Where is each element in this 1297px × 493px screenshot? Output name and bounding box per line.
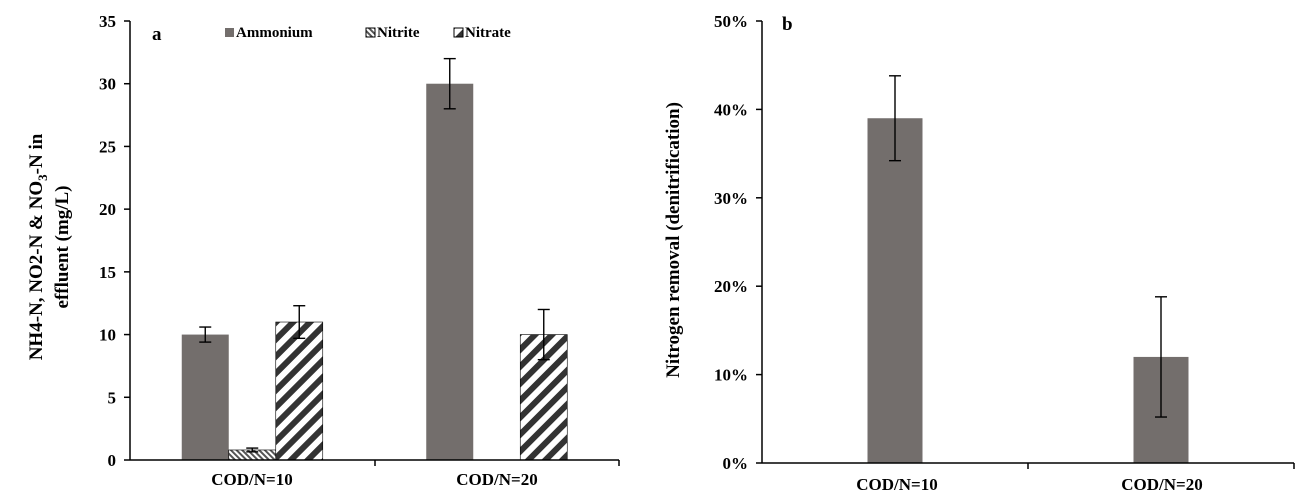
panel-a-bars — [181, 83, 568, 461]
panel-a-legend: Ammonium Nitrite Nitrate — [225, 25, 511, 41]
panel-b-y-tick-label: 30% — [714, 189, 748, 208]
panel-a-y-tick-label: 5 — [108, 388, 117, 407]
panel-b-error-bars — [889, 75, 1167, 418]
panel-b-y-tick-label: 0% — [723, 454, 749, 473]
panel-a-category-label-2: COD/N=20 — [456, 470, 537, 489]
panel-b: b Nitrogen removal (denitrification) 0% 1… — [663, 12, 1295, 493]
panel-a-y-axis-title: NH4-N, NO2-N & NO3-N in — [26, 133, 50, 360]
bar-ammonium-1 — [181, 334, 229, 460]
panel-b-category-label-2: COD/N=20 — [1121, 475, 1202, 493]
panel-b-y-tick-label: 10% — [714, 366, 748, 385]
error-bar-ammonium-1 — [199, 326, 212, 343]
panel-b-bars — [867, 118, 1189, 464]
panel-a-letter: a — [152, 24, 162, 45]
bar-ammonium-2 — [426, 83, 474, 460]
panel-a-y-tick-label: 35 — [99, 12, 116, 31]
bar-nitrate-1 — [275, 321, 324, 461]
panel-a-y-title-sub: 3 — [35, 174, 50, 181]
error-bar-nitrate-2 — [537, 308, 550, 361]
panel-a-y-tick-label: 0 — [108, 451, 117, 470]
error-bar-removal-2 — [1155, 296, 1167, 418]
panel-b-y-ticks: 0% 10% 20% 30% 40% 50% — [714, 12, 762, 473]
panel-a-y-title-pre: NH4-N, NO2-N & NO — [26, 181, 47, 360]
panel-b-category-label-1: COD/N=10 — [856, 475, 937, 493]
legend-label-nitrite: Nitrite — [377, 25, 420, 41]
panel-b-y-axis-title: Nitrogen removal (denitrification) — [663, 102, 684, 378]
panel-b-y-tick-label: 40% — [714, 100, 748, 119]
bar-removal-1 — [867, 118, 923, 464]
panel-b-letter: b — [782, 14, 793, 35]
error-bar-removal-1 — [889, 75, 901, 162]
error-bar-nitrate-1 — [293, 305, 306, 340]
panel-a-y-tick-label: 15 — [99, 263, 116, 282]
legend-swatch-nitrate — [453, 27, 464, 38]
error-bar-ammonium-2 — [443, 57, 456, 110]
panel-b-y-tick-label: 50% — [714, 12, 748, 31]
legend-label-nitrate: Nitrate — [465, 25, 511, 41]
panel-a-y-axis-title-line2: effluent (mg/L) — [52, 186, 73, 309]
legend-swatch-nitrite — [365, 27, 376, 38]
panel-a-y-tick-label: 20 — [99, 200, 116, 219]
panel-a-category-label-1: COD/N=10 — [211, 470, 292, 489]
panel-a: a NH4-N, NO2-N & NO3-N in effluent (mg/L… — [26, 12, 620, 489]
panel-a-y-ticks: 0 5 10 15 20 25 30 35 — [99, 12, 130, 470]
panel-a-y-tick-label: 30 — [99, 75, 116, 94]
panel-a-y-tick-label: 10 — [99, 326, 116, 345]
panel-a-y-title-post: -N in — [26, 133, 47, 174]
legend-swatch-ammonium — [225, 28, 234, 37]
panel-b-y-tick-label: 20% — [714, 277, 748, 296]
panel-a-y-tick-label: 25 — [99, 137, 116, 156]
legend-label-ammonium: Ammonium — [236, 25, 313, 41]
panel-a-error-bars — [199, 57, 550, 453]
error-bar-nitrite-1 — [246, 447, 259, 453]
